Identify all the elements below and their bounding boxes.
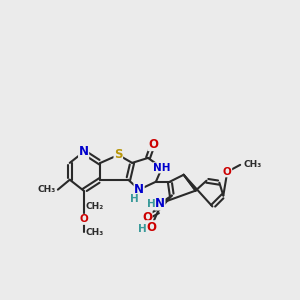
Text: N: N — [79, 146, 88, 158]
Text: O: O — [146, 221, 156, 234]
Text: CH₃: CH₃ — [243, 160, 261, 169]
Text: N: N — [134, 183, 144, 196]
Text: O: O — [142, 211, 152, 224]
Text: N: N — [155, 197, 165, 210]
Text: H: H — [138, 224, 146, 234]
Text: CH₃: CH₃ — [85, 228, 104, 237]
Text: S: S — [114, 148, 122, 161]
Text: H: H — [130, 194, 139, 203]
Text: O: O — [148, 138, 158, 151]
Text: CH₃: CH₃ — [38, 185, 56, 194]
Text: NH: NH — [153, 163, 171, 173]
Text: O: O — [223, 167, 232, 177]
Text: O: O — [79, 214, 88, 224]
Text: CH₂: CH₂ — [85, 202, 104, 211]
Text: H: H — [147, 200, 155, 209]
